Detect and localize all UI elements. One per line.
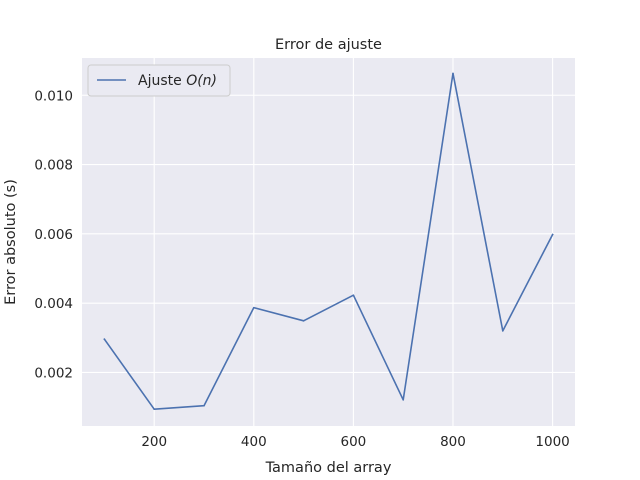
x-tick-label: 600	[341, 434, 367, 450]
data-point	[452, 72, 454, 75]
series-line	[103, 72, 554, 410]
y-tick-label: 0.006	[34, 227, 73, 243]
data-point	[253, 306, 255, 309]
data-point	[402, 399, 404, 401]
data-point	[302, 320, 305, 322]
x-tick-label: 800	[440, 434, 466, 450]
data-point	[551, 233, 554, 236]
legend-label: Ajuste O(n)	[138, 73, 217, 89]
y-tick-label: 0.008	[34, 158, 73, 174]
legend-label-math: O(n)	[186, 73, 217, 89]
data-point	[352, 294, 355, 296]
y-tick-label: 0.002	[34, 365, 73, 381]
chart-title: Error de ajuste	[275, 37, 382, 53]
plot-area	[82, 58, 575, 426]
legend-label-text: Ajuste	[138, 73, 186, 89]
data-point	[103, 338, 106, 340]
x-tick-label: 1000	[535, 434, 569, 450]
y-tick-label: 0.010	[34, 88, 73, 104]
data-point	[153, 408, 156, 410]
x-tick-label: 400	[241, 434, 267, 450]
grid	[82, 58, 575, 426]
data-point	[501, 330, 504, 332]
x-tick-label: 200	[141, 434, 167, 450]
y-tick-label: 0.004	[34, 296, 73, 312]
legend: Ajuste O(n)	[87, 64, 231, 97]
legend-box	[87, 64, 231, 97]
series-layer	[103, 72, 554, 410]
x-axis-label: Tamaño del array	[265, 460, 392, 476]
tick-labels: 200 400 600 800 1000 0.002 0.004 0.006 0.008 0.01…	[34, 88, 569, 450]
y-axis-label: Error absoluto (s)	[3, 179, 19, 305]
data-point	[203, 404, 205, 407]
